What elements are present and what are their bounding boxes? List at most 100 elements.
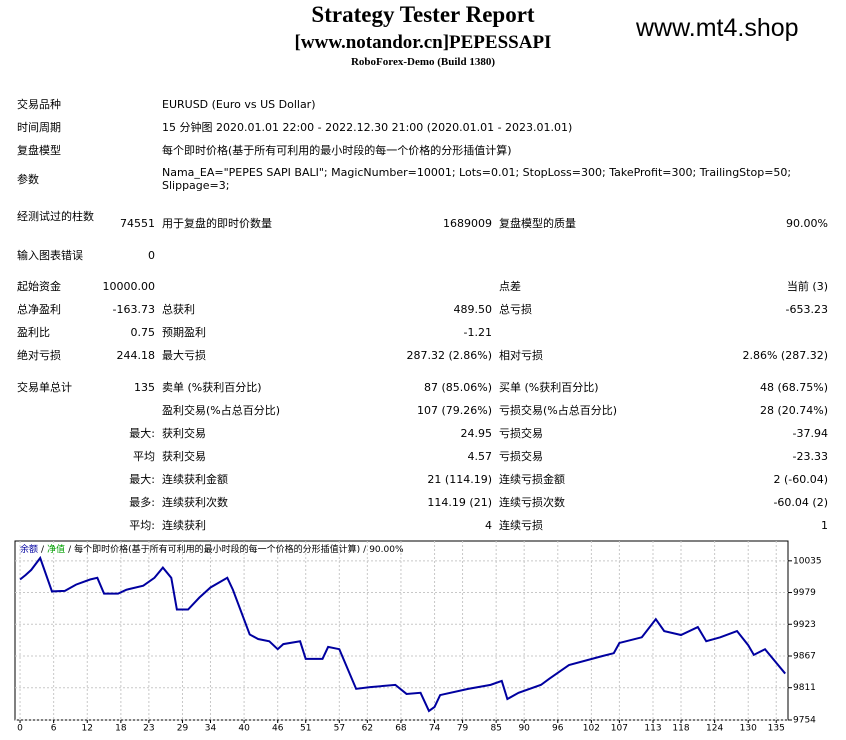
stat-value: 当前 (3) <box>786 280 828 293</box>
watermark: www.mt4.shop <box>636 14 799 42</box>
x-tick-label: 12 <box>82 724 93 734</box>
legend-entry: 余额 <box>20 543 38 555</box>
legend-separator: / <box>68 545 72 555</box>
stat-value: 1689009 <box>443 217 492 230</box>
report-title: Strategy Tester Report <box>311 2 535 27</box>
stat-label: 总净盈利 <box>17 303 61 316</box>
x-tick-label: 118 <box>672 724 689 734</box>
stat-value: 135 <box>134 381 155 394</box>
y-tick-label: 9754 <box>793 716 816 726</box>
stat-label: 总获利 <box>162 303 195 316</box>
x-tick-label: 113 <box>644 724 661 734</box>
info-value: 15 分钟图 2020.01.01 22:00 - 2022.12.30 21:… <box>162 121 573 134</box>
stat-label: 点差 <box>499 280 521 293</box>
stat-label: 输入图表错误 <box>17 249 83 262</box>
stat-label: 连续亏损金额 <box>499 473 565 486</box>
stat-label: 最大亏损 <box>162 349 206 362</box>
stat-value: 2 (-60.04) <box>773 473 828 486</box>
stat-value: 244.18 <box>116 349 156 362</box>
info-label: 交易品种 <box>17 98 61 111</box>
stat-label: 盈利比 <box>17 326 50 339</box>
stat-value: -163.73 <box>112 303 155 316</box>
stat-label: 用于复盘的即时价数量 <box>162 217 272 230</box>
info-label: 参数 <box>17 173 39 186</box>
stat-label: 亏损交易(%占总百分比) <box>499 404 618 417</box>
stat-value: 24.95 <box>460 427 493 440</box>
stat-value: 90.00% <box>786 217 828 230</box>
x-tick-label: 79 <box>457 724 469 734</box>
stat-label: 绝对亏损 <box>17 349 61 362</box>
plot-frame <box>14 540 789 721</box>
stat-value: 28 (20.74%) <box>759 404 828 417</box>
stat-value: 87 (85.06%) <box>423 381 492 394</box>
x-tick-label: 40 <box>238 724 250 734</box>
stat-label: 起始资金 <box>17 280 61 293</box>
stat-value: 4.57 <box>467 450 493 463</box>
stat-value: 48 (68.75%) <box>759 381 828 394</box>
x-tick-label: 107 <box>611 724 628 734</box>
stat-label: 买单 (%获利百分比) <box>499 381 599 394</box>
stat-label: 连续亏损次数 <box>499 496 565 509</box>
x-tick-label: 102 <box>583 724 600 734</box>
stat-value: -23.33 <box>792 450 828 463</box>
stat-value: 0 <box>148 249 155 262</box>
stat-label: 盈利交易(%占总百分比) <box>162 404 281 417</box>
x-tick-label: 18 <box>115 724 127 734</box>
info-label: 时间周期 <box>17 121 61 134</box>
stat-label: 卖单 (%获利百分比) <box>162 381 262 394</box>
report-subtitle: [www.notandor.cn]PEPESSAPI <box>294 32 552 53</box>
x-tick-label: 62 <box>362 724 373 734</box>
stat-value: 21 (114.19) <box>427 473 492 486</box>
legend-entry: 净值 <box>47 543 65 555</box>
stat-label: 连续亏损 <box>499 519 543 532</box>
x-tick-label: 135 <box>768 724 785 734</box>
stat-value: 平均 <box>133 450 155 463</box>
stat-value: 平均: <box>129 519 155 532</box>
x-tick-label: 57 <box>334 724 345 734</box>
stat-value: 74551 <box>120 217 155 230</box>
stat-label: 预期盈利 <box>162 326 206 339</box>
x-tick-label: 85 <box>490 724 501 734</box>
stat-value: 4 <box>485 519 492 532</box>
x-tick-label: 51 <box>300 724 311 734</box>
y-tick-label: 9867 <box>793 651 816 661</box>
stat-label: 连续获利 <box>162 519 206 532</box>
x-tick-label: 6 <box>51 724 57 734</box>
stat-label: 总亏损 <box>499 303 532 316</box>
stat-label: 获利交易 <box>162 450 206 463</box>
stat-label: 相对亏损 <box>499 349 543 362</box>
y-tick-label: 9979 <box>793 588 816 598</box>
stat-label: 连续获利金额 <box>162 473 228 486</box>
balance-line <box>19 555 786 713</box>
stat-value: 0.75 <box>130 326 156 339</box>
stat-value: -37.94 <box>792 427 828 440</box>
x-tick-label: 0 <box>17 724 23 734</box>
stat-label: 经测试过的柱数 <box>17 210 94 223</box>
stat-label: 获利交易 <box>162 427 206 440</box>
stat-label: 连续获利次数 <box>162 496 228 509</box>
stat-value: 489.50 <box>453 303 493 316</box>
legend: 余额 / 净值 / 每个即时价格(基于所有可利用的最小时段的每一个价格的分形插值计算) /… <box>20 543 404 555</box>
x-tick-label: 130 <box>740 724 757 734</box>
stat-value: 最多: <box>129 496 155 509</box>
stat-label: 复盘模型的质量 <box>499 217 576 230</box>
stat-value: 1 <box>821 519 828 532</box>
x-tick-label: 124 <box>706 724 723 734</box>
stat-value: 最大: <box>129 473 155 486</box>
stat-value: 107 (79.26%) <box>416 404 492 417</box>
legend-entry: 每个即时价格(基于所有可利用的最小时段的每一个价格的分形插值计算) <box>74 543 360 555</box>
stat-value: 2.86% (287.32) <box>742 349 828 362</box>
info-label: 复盘模型 <box>17 144 61 157</box>
stat-value: -1.21 <box>463 326 492 339</box>
x-tick-label: 96 <box>552 724 564 734</box>
x-tick-label: 23 <box>143 724 154 734</box>
y-tick-label: 9811 <box>793 683 816 693</box>
stat-value: -60.04 (2) <box>773 496 828 509</box>
legend-separator: / <box>363 545 367 555</box>
x-tick-label: 34 <box>205 724 217 734</box>
y-tick-label: 9923 <box>793 620 816 630</box>
stat-label: 亏损交易 <box>499 427 543 440</box>
legend-entry: 90.00% <box>369 545 404 555</box>
